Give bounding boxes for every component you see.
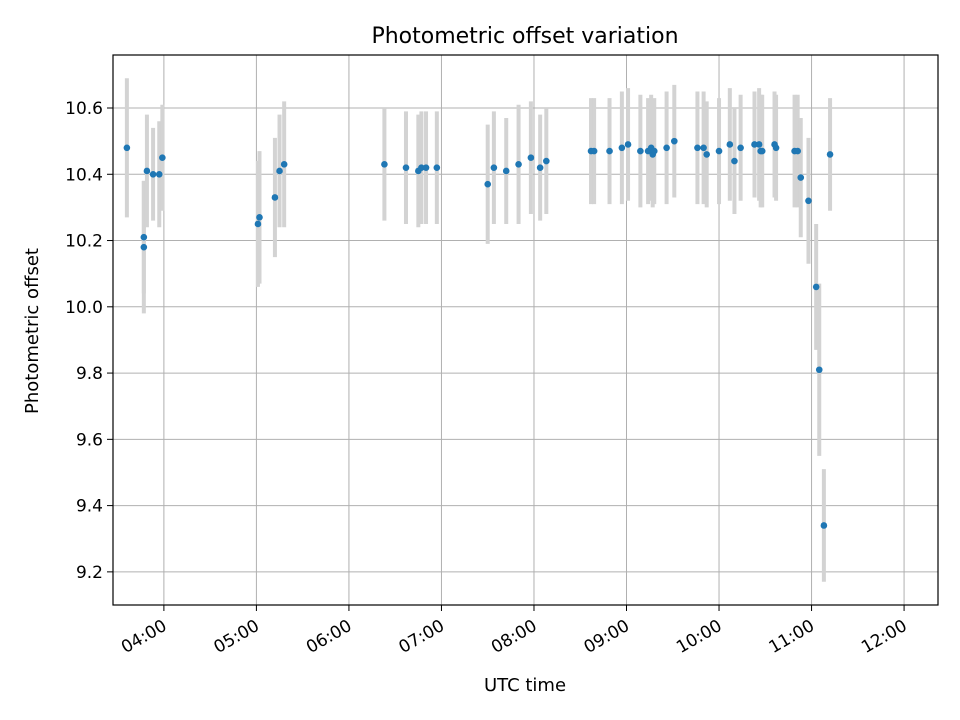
data-point: [700, 144, 707, 152]
data-point: [140, 243, 148, 251]
data-point: [618, 144, 626, 152]
y-tick-label: 10.6: [65, 99, 103, 119]
data-point: [143, 167, 151, 175]
data-point: [271, 194, 279, 201]
data-point: [590, 147, 598, 155]
data-point: [758, 147, 766, 155]
data-point: [650, 147, 658, 155]
data-point: [663, 144, 670, 152]
data-point: [751, 141, 758, 148]
data-point: [820, 522, 828, 529]
error-bars: [124, 78, 833, 582]
data-point: [794, 147, 801, 155]
chart-title: Photometric offset variation: [371, 24, 678, 49]
data-point: [815, 366, 823, 374]
data-point: [543, 157, 550, 165]
data-point: [418, 164, 425, 171]
x-tick-label: 05:00: [210, 616, 262, 658]
data-point: [637, 147, 644, 155]
data-point: [381, 161, 388, 168]
data-point: [123, 144, 131, 152]
x-tick-label: 10:00: [673, 616, 725, 658]
x-tick-label: 11:00: [766, 616, 818, 658]
y-tick-label: 9.6: [76, 430, 103, 450]
data-point: [805, 197, 812, 205]
data-point: [149, 170, 157, 178]
y-axis-ticks: 9.2 9.4 9.6 9.8 10.0 10.2 10.4 10.6: [65, 99, 113, 583]
data-point: [737, 144, 744, 152]
data-point: [484, 180, 492, 188]
data-point: [280, 161, 288, 168]
data-point: [671, 137, 678, 145]
data-point: [624, 141, 632, 148]
x-tick-label: 07:00: [396, 616, 448, 658]
data-points: [123, 137, 834, 529]
y-tick-label: 10.4: [65, 165, 103, 185]
data-point: [826, 151, 834, 158]
y-tick-label: 9.2: [76, 563, 103, 583]
data-point: [731, 157, 738, 165]
x-tick-label: 09:00: [581, 616, 633, 658]
data-point: [797, 174, 805, 181]
data-point: [715, 147, 723, 155]
data-point: [812, 283, 820, 291]
y-tick-label: 9.8: [76, 364, 103, 384]
x-tick-label: 04:00: [118, 616, 170, 658]
data-point: [755, 141, 763, 148]
y-tick-label: 10.0: [65, 298, 103, 318]
x-axis-ticks: 04:00 05:00 06:00 07:00 08:00 09:00 10:00 11:00…: [118, 605, 911, 658]
data-point: [703, 151, 710, 158]
data-point: [694, 144, 701, 152]
data-point: [536, 164, 544, 171]
data-point: [772, 144, 780, 152]
data-point: [433, 164, 441, 171]
plot-frame: [112, 54, 939, 606]
data-point: [155, 170, 163, 178]
data-point: [527, 154, 535, 162]
data-point: [256, 214, 263, 221]
x-tick-label: 06:00: [303, 616, 355, 658]
data-point: [254, 220, 262, 228]
data-point: [490, 164, 498, 171]
x-tick-label: 08:00: [488, 616, 540, 658]
data-point: [159, 154, 166, 162]
x-tick-label: 12:00: [858, 616, 910, 658]
data-point: [276, 167, 283, 175]
y-tick-label: 9.4: [76, 497, 103, 517]
data-point: [726, 141, 734, 148]
data-point: [515, 161, 522, 168]
x-axis-label: UTC time: [484, 675, 566, 696]
data-point: [422, 164, 430, 171]
y-axis-label: Photometric offset: [22, 248, 43, 414]
data-point: [140, 233, 148, 241]
y-tick-label: 10.2: [65, 232, 103, 252]
data-point: [402, 164, 410, 171]
data-point: [606, 147, 613, 155]
data-point: [502, 167, 510, 175]
